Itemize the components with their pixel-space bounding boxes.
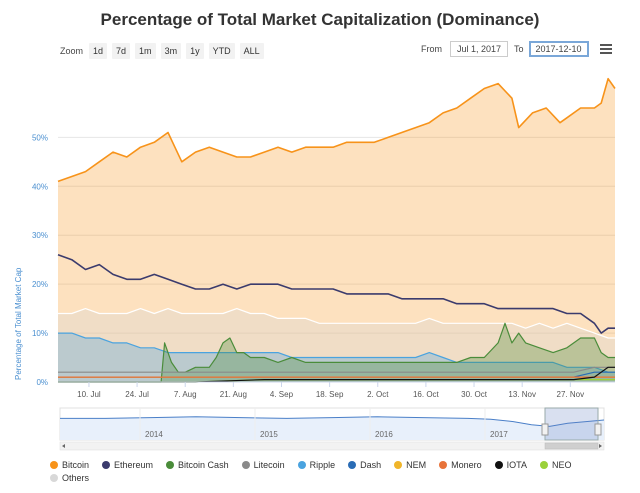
legend-item-others[interactable]: Others <box>50 473 89 483</box>
page-title: Percentage of Total Market Capitalizatio… <box>100 10 540 29</box>
series-line-bitcoin-cash <box>58 322 615 383</box>
legend-dot-icon <box>102 461 111 469</box>
navigator-tick-label: 2016 <box>375 430 393 439</box>
series-area-others <box>58 308 615 382</box>
legend-item-nem[interactable]: NEM <box>394 460 426 470</box>
legend-dot-icon <box>241 461 250 469</box>
scrollbar-thumb[interactable] <box>544 442 599 450</box>
navigator-area <box>60 416 604 440</box>
x-tick-label: 18. Sep <box>316 390 344 399</box>
y-tick-label: 20% <box>32 280 48 289</box>
x-tick-label: 21. Aug <box>220 390 247 399</box>
legend-item-dash[interactable]: Dash <box>348 460 381 470</box>
legend-dot-icon <box>540 461 548 469</box>
navigator-tick-label: 2017 <box>490 430 508 439</box>
navigator-selection <box>544 407 599 441</box>
legend-label: Bitcoin Cash <box>178 460 229 470</box>
zoom-all-button[interactable]: ALL <box>239 43 264 59</box>
series-line-bitcoin <box>57 77 616 183</box>
zoom-1y-button[interactable]: 1y <box>186 43 204 59</box>
navigator-left-handle[interactable] <box>541 423 549 436</box>
zoom-1m-button[interactable]: 1m <box>135 43 156 59</box>
series-line-ethereum <box>57 254 615 334</box>
legend-item-monero[interactable]: Monero <box>439 460 482 470</box>
legend-label: IOTA <box>506 460 527 470</box>
x-tick-label: 2. Oct <box>367 390 389 399</box>
y-tick-label: 50% <box>32 133 48 142</box>
scroll-right-arrow-icon[interactable] <box>599 444 602 448</box>
navigator-tick-label: 2014 <box>145 430 163 439</box>
legend-item-bitcoin[interactable]: Bitcoin <box>50 460 89 470</box>
zoom-ytd-button[interactable]: YTD <box>208 43 235 59</box>
from-range: From Jul 1, 2017 <box>421 41 509 57</box>
legend-label: Others <box>62 473 90 483</box>
legend-dot-icon <box>348 461 357 469</box>
legend-dot-icon <box>50 474 58 482</box>
zoom-1d-button[interactable]: 1d <box>89 43 108 59</box>
chart-svg: 0% 10% 20% 30% 40% 50% 10. Jul 24. Jul 7. Aug 21.… <box>32 77 616 451</box>
x-tick-label: 7. Aug <box>174 390 197 399</box>
legend-label: Dash <box>360 460 382 470</box>
legend-dot-icon <box>394 461 403 469</box>
x-tick-label: 13. Nov <box>508 390 536 399</box>
to-label: To <box>514 44 524 54</box>
zoom-label: Zoom <box>60 46 84 56</box>
x-tick-label: 4. Sep <box>270 390 294 399</box>
y-tick-label: 0% <box>36 378 48 387</box>
series-line-litecoin <box>58 366 615 373</box>
legend-label: NEO <box>552 460 572 470</box>
to-range: To 2017-12-10 <box>514 41 589 57</box>
legend-item-neo[interactable]: NEO <box>540 460 572 470</box>
navigator-tick-label: 2015 <box>260 430 278 439</box>
navigator-right-handle[interactable] <box>594 423 602 436</box>
zoom-controls: Zoom 1d 7d 1m 3m 1y YTD ALL <box>60 43 269 59</box>
legend-item-iota[interactable]: IOTA <box>494 460 527 470</box>
from-label: From <box>421 44 442 54</box>
legend-dot-icon <box>439 461 448 469</box>
legend-item-ripple[interactable]: Ripple <box>297 460 336 470</box>
legend-dot-icon <box>494 461 503 469</box>
scroll-left-arrow-icon[interactable] <box>62 444 65 448</box>
zoom-7d-button[interactable]: 7d <box>112 43 131 59</box>
zoom-3m-button[interactable]: 3m <box>160 43 182 59</box>
series-line-others <box>58 308 615 339</box>
y-tick-label: 10% <box>32 329 48 338</box>
legend-item-bitcoin-cash[interactable]: Bitcoin Cash <box>166 460 229 470</box>
legend-dot-icon <box>50 461 58 469</box>
x-tick-label: 10. Jul <box>77 390 101 399</box>
x-tick-label: 16. Oct <box>413 390 440 399</box>
legend-item-litecoin[interactable]: Litecoin <box>241 460 285 470</box>
y-tick-label: 30% <box>32 231 48 240</box>
series-line-iota <box>58 366 615 383</box>
legend-dot-icon <box>166 461 175 469</box>
hamburger-menu-icon[interactable] <box>600 44 612 55</box>
scrollbar-track <box>59 441 605 451</box>
navigator-line <box>60 416 605 427</box>
x-tick-label: 27. Nov <box>557 390 585 399</box>
legend-label: Litecoin <box>253 460 285 470</box>
legend-dot-icon <box>297 461 306 469</box>
legend-label: NEM <box>406 460 427 470</box>
series-area-bitcoin <box>58 78 615 382</box>
legend-label: Ripple <box>309 460 336 470</box>
x-tick-label: 30. Oct <box>461 390 488 399</box>
x-tick-label: 24. Jul <box>125 390 149 399</box>
legend-label: Bitcoin <box>62 460 90 470</box>
from-date-input[interactable]: Jul 1, 2017 <box>450 41 509 57</box>
to-date-input[interactable]: 2017-12-10 <box>528 41 589 57</box>
legend-label: Monero <box>451 460 482 470</box>
legend-label: Ethereum <box>114 460 154 470</box>
legend: Bitcoin Ethereum Bitcoin Cash Litecoin Rippl… <box>50 460 630 483</box>
legend-item-ethereum[interactable]: Ethereum <box>102 460 153 470</box>
y-tick-label: 40% <box>32 182 48 191</box>
series-line-ripple <box>58 332 615 373</box>
